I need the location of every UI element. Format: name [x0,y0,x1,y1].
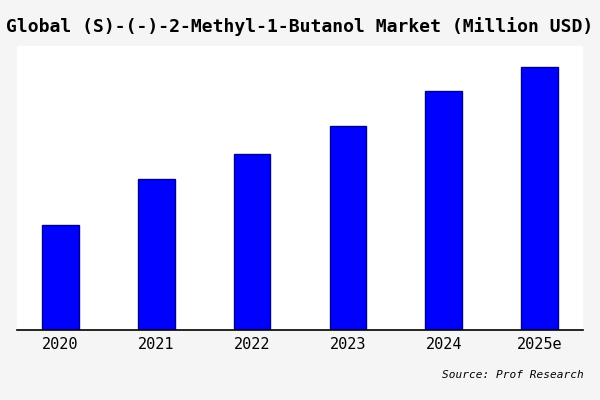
Bar [138,179,175,330]
Bar [329,126,366,330]
Bar [43,225,79,330]
Bar [521,67,557,330]
Bar [234,154,271,330]
Bar [425,91,462,330]
Title: Global (S)-(-)-2-Methyl-1-Butanol Market (Million USD): Global (S)-(-)-2-Methyl-1-Butanol Market… [7,17,593,36]
Text: Source: Prof Research: Source: Prof Research [442,370,583,380]
